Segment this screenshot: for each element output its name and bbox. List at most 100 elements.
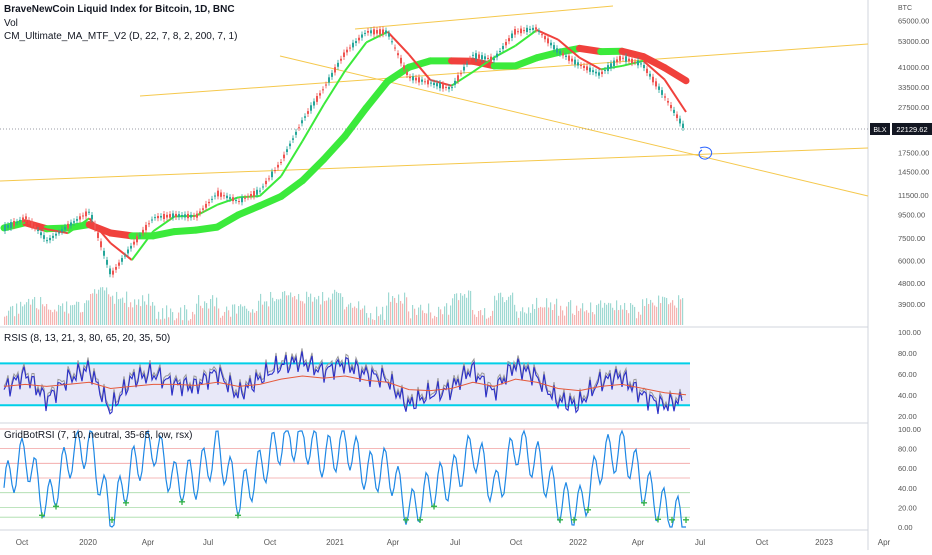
volume-bar — [368, 318, 369, 325]
volume-bar — [464, 294, 465, 325]
candle — [85, 211, 87, 216]
volume-bar — [448, 315, 449, 325]
volume-bar — [102, 287, 103, 325]
volume-bar — [60, 306, 61, 325]
candle — [49, 238, 51, 240]
candle — [586, 66, 588, 70]
volume-bar — [506, 300, 507, 325]
volume-bar — [362, 308, 363, 325]
candle — [226, 196, 228, 198]
candle — [100, 241, 102, 247]
candle — [505, 42, 507, 45]
volume-bar — [374, 320, 375, 325]
candle — [556, 48, 558, 52]
time-axis-tick: Jul — [450, 538, 460, 547]
volume-bar — [74, 305, 75, 325]
volume-bar — [622, 310, 623, 325]
volume-bar — [518, 318, 519, 325]
volume-bar — [602, 308, 603, 325]
candle — [553, 45, 555, 49]
candle — [97, 233, 99, 238]
buy-marker: + — [38, 509, 45, 523]
candle — [463, 67, 465, 71]
price-axis-tick: 27500.00 — [898, 103, 929, 112]
buy-marker: + — [570, 513, 577, 527]
rsi-axis-tick: 80.00 — [898, 349, 917, 358]
volume-bar — [662, 297, 663, 325]
volume-bar — [272, 298, 273, 325]
volume-bar — [502, 297, 503, 325]
candle — [40, 232, 42, 235]
volume-bar — [64, 312, 65, 325]
fast-ma-segment — [302, 105, 323, 142]
candle — [682, 124, 684, 128]
volume-bar — [184, 305, 185, 325]
candle — [316, 96, 318, 102]
volume-bar — [650, 300, 651, 325]
volume-bar — [648, 304, 649, 325]
price-axis-currency: BTC — [898, 5, 912, 12]
time-axis-tick: 2020 — [79, 538, 97, 547]
volume-bar — [612, 308, 613, 325]
candle — [55, 234, 57, 236]
volume-bar — [92, 293, 93, 325]
candle — [379, 29, 381, 34]
volume-bar — [66, 301, 67, 325]
legend-vol[interactable]: Vol — [4, 18, 18, 29]
volume-bar — [402, 304, 403, 325]
candle — [4, 225, 6, 231]
grid-axis-tick: 40.00 — [898, 484, 917, 493]
legend-rsis-indicator[interactable]: RSIS (8, 13, 21, 3, 80, 65, 20, 35, 50) — [4, 333, 170, 344]
volume-bar — [314, 297, 315, 325]
volume-bar — [564, 316, 565, 325]
volume-bar — [152, 302, 153, 325]
volume-bar — [196, 304, 197, 325]
volume-bar — [72, 305, 73, 325]
candle — [544, 36, 546, 39]
candle — [442, 84, 444, 89]
volume-bar — [100, 287, 101, 325]
volume-bar — [340, 293, 341, 325]
volume-bar — [586, 310, 587, 325]
volume-bar — [494, 296, 495, 325]
candle — [22, 217, 24, 220]
volume-bar — [548, 308, 549, 325]
candle — [253, 191, 255, 196]
volume-bar — [224, 312, 225, 325]
candle — [490, 57, 492, 62]
volume-bar — [550, 302, 551, 325]
volume-bar — [336, 292, 337, 325]
volume-bar — [84, 303, 85, 325]
candle — [430, 83, 432, 84]
volume-bar — [652, 303, 653, 325]
volume-bar — [332, 294, 333, 325]
volume-bar — [370, 313, 371, 325]
legend-gridbot-indicator[interactable]: GridBotRSI (7, 10, neutral, 35-65, low, … — [4, 430, 192, 441]
legend-ma-indicator[interactable]: CM_Ultimate_MA_MTF_V2 (D, 22, 7, 8, 2, 2… — [4, 31, 237, 42]
volume-bar — [364, 306, 365, 325]
volume-bar — [634, 307, 635, 325]
candle — [208, 202, 210, 203]
volume-bar — [106, 287, 107, 325]
candle — [247, 196, 249, 197]
volume-bar — [6, 316, 7, 325]
volume-bar — [546, 298, 547, 325]
candle — [448, 87, 450, 89]
candle — [136, 236, 138, 242]
candle — [418, 77, 420, 82]
volume-bar — [414, 309, 415, 325]
volume-bar — [582, 303, 583, 325]
buy-marker: + — [178, 495, 185, 509]
buy-marker: + — [668, 513, 675, 527]
candle — [421, 80, 423, 82]
volume-bar — [226, 307, 227, 325]
chart-title[interactable]: BraveNewCoin Liquid Index for Bitcoin, 1… — [4, 4, 235, 15]
volume-bar — [288, 295, 289, 325]
volume-bar — [144, 301, 145, 325]
volume-bar — [228, 310, 229, 325]
volume-bar — [476, 317, 477, 325]
volume-bar — [90, 294, 91, 325]
candle — [559, 51, 561, 54]
volume-bar — [466, 298, 467, 325]
